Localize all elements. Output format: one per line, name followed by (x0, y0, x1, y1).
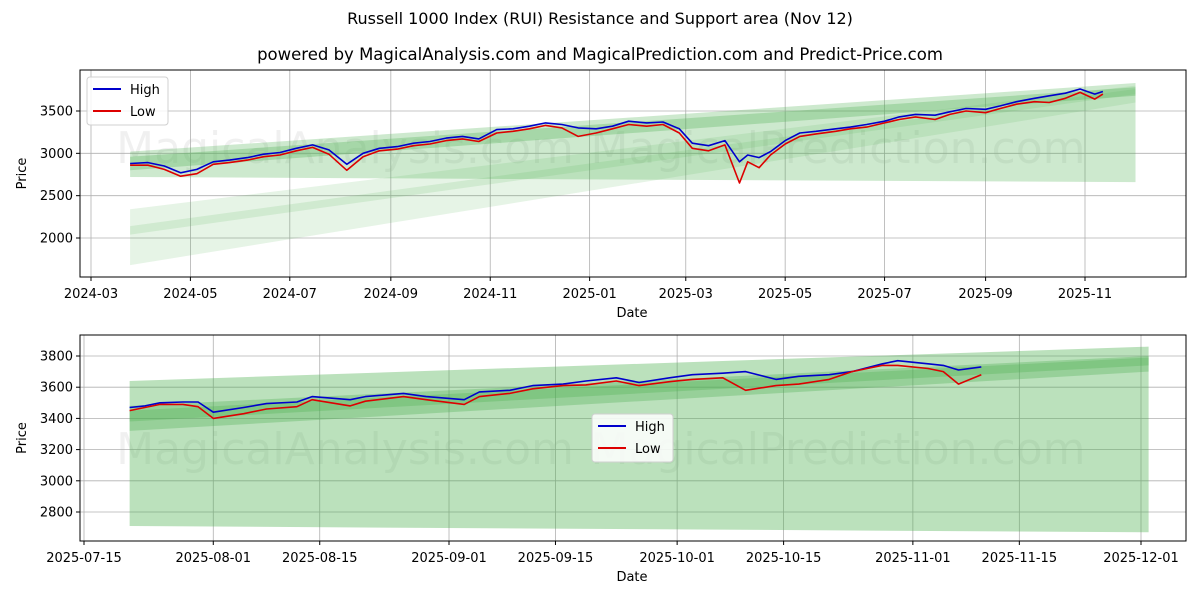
chart-panel-2: MagicalAnalysis.com MagicalPrediction.com… (15, 334, 1187, 585)
y-tick-label: 3800 (40, 350, 73, 365)
axes-frame (79, 334, 1187, 542)
chart-panel-1: MagicalAnalysis.com MagicalPrediction.com… (15, 69, 1187, 321)
y-tick-label: 3000 (40, 474, 73, 489)
band-support-outer (130, 85, 1136, 266)
y-axis-label: Price (15, 422, 30, 454)
y-tick-label: 3400 (40, 412, 73, 427)
x-tick-label: 2025-08-01 (175, 551, 251, 566)
x-tick-label: 2025-01 (562, 287, 616, 302)
series-low (129, 364, 982, 420)
y-tick-label: 3200 (40, 443, 73, 458)
y-tick-label: 3600 (40, 381, 73, 396)
x-tick-label: 2025-09 (958, 287, 1012, 302)
x-tick-label: 2024-11 (463, 287, 517, 302)
x-tick-label: 2024-09 (364, 287, 418, 302)
chart-title: Russell 1000 Index (RUI) Resistance and … (347, 9, 853, 28)
legend-label-high: High (635, 420, 665, 435)
x-tick-label: 2024-05 (163, 287, 217, 302)
legend-label-low: Low (635, 442, 661, 457)
x-tick-label: 2024-07 (263, 287, 317, 302)
x-tick-label: 2025-10-01 (639, 551, 715, 566)
legend: High Low (86, 76, 169, 126)
x-tick-label: 2025-07-15 (46, 551, 122, 566)
x-tick-label: 2025-12-01 (1103, 551, 1179, 566)
legend-label-low: Low (130, 105, 156, 120)
band-resistance-inner (130, 87, 1136, 171)
x-tick-label: 2025-11-15 (982, 551, 1058, 566)
series-low (130, 91, 1104, 184)
y-tick-label: 2800 (40, 506, 73, 521)
support-resistance-bands (130, 83, 1136, 266)
x-axis-label: Date (616, 570, 647, 585)
x-tick-label: 2025-09-01 (411, 551, 487, 566)
y-tick-label: 2000 (40, 232, 73, 247)
x-tick-label: 2025-08-15 (282, 551, 358, 566)
band-resistance-outer (130, 83, 1136, 183)
x-tick-label: 2025-03 (659, 287, 713, 302)
y-tick-label: 3500 (40, 105, 73, 120)
x-tick-label: 2025-07 (857, 287, 911, 302)
watermark: MagicalAnalysis.com (116, 123, 574, 174)
x-tick-label: 2024-03 (64, 287, 118, 302)
y-tick-label: 2500 (40, 189, 73, 204)
x-tick-label: 2025-11 (1058, 287, 1112, 302)
grid (80, 70, 1186, 277)
band-mid (129, 356, 1149, 431)
grid (80, 335, 1186, 541)
band-inner (129, 357, 1149, 422)
x-tick-label: 2025-11-01 (875, 551, 951, 566)
y-tick-label: 3000 (40, 147, 73, 162)
x-tick-label: 2025-09-15 (518, 551, 594, 566)
legend-label-high: High (130, 83, 160, 98)
chart-subtitle: powered by MagicalAnalysis.com and Magic… (257, 45, 943, 64)
band-support-inner (130, 88, 1136, 235)
x-axis-label: Date (616, 306, 647, 321)
x-tick-label: 2025-05 (758, 287, 812, 302)
series-high (130, 88, 1104, 174)
y-axis-label: Price (15, 158, 30, 190)
legend: High Low (591, 413, 674, 463)
axes-frame (79, 69, 1187, 278)
x-tick-label: 2025-10-15 (746, 551, 822, 566)
